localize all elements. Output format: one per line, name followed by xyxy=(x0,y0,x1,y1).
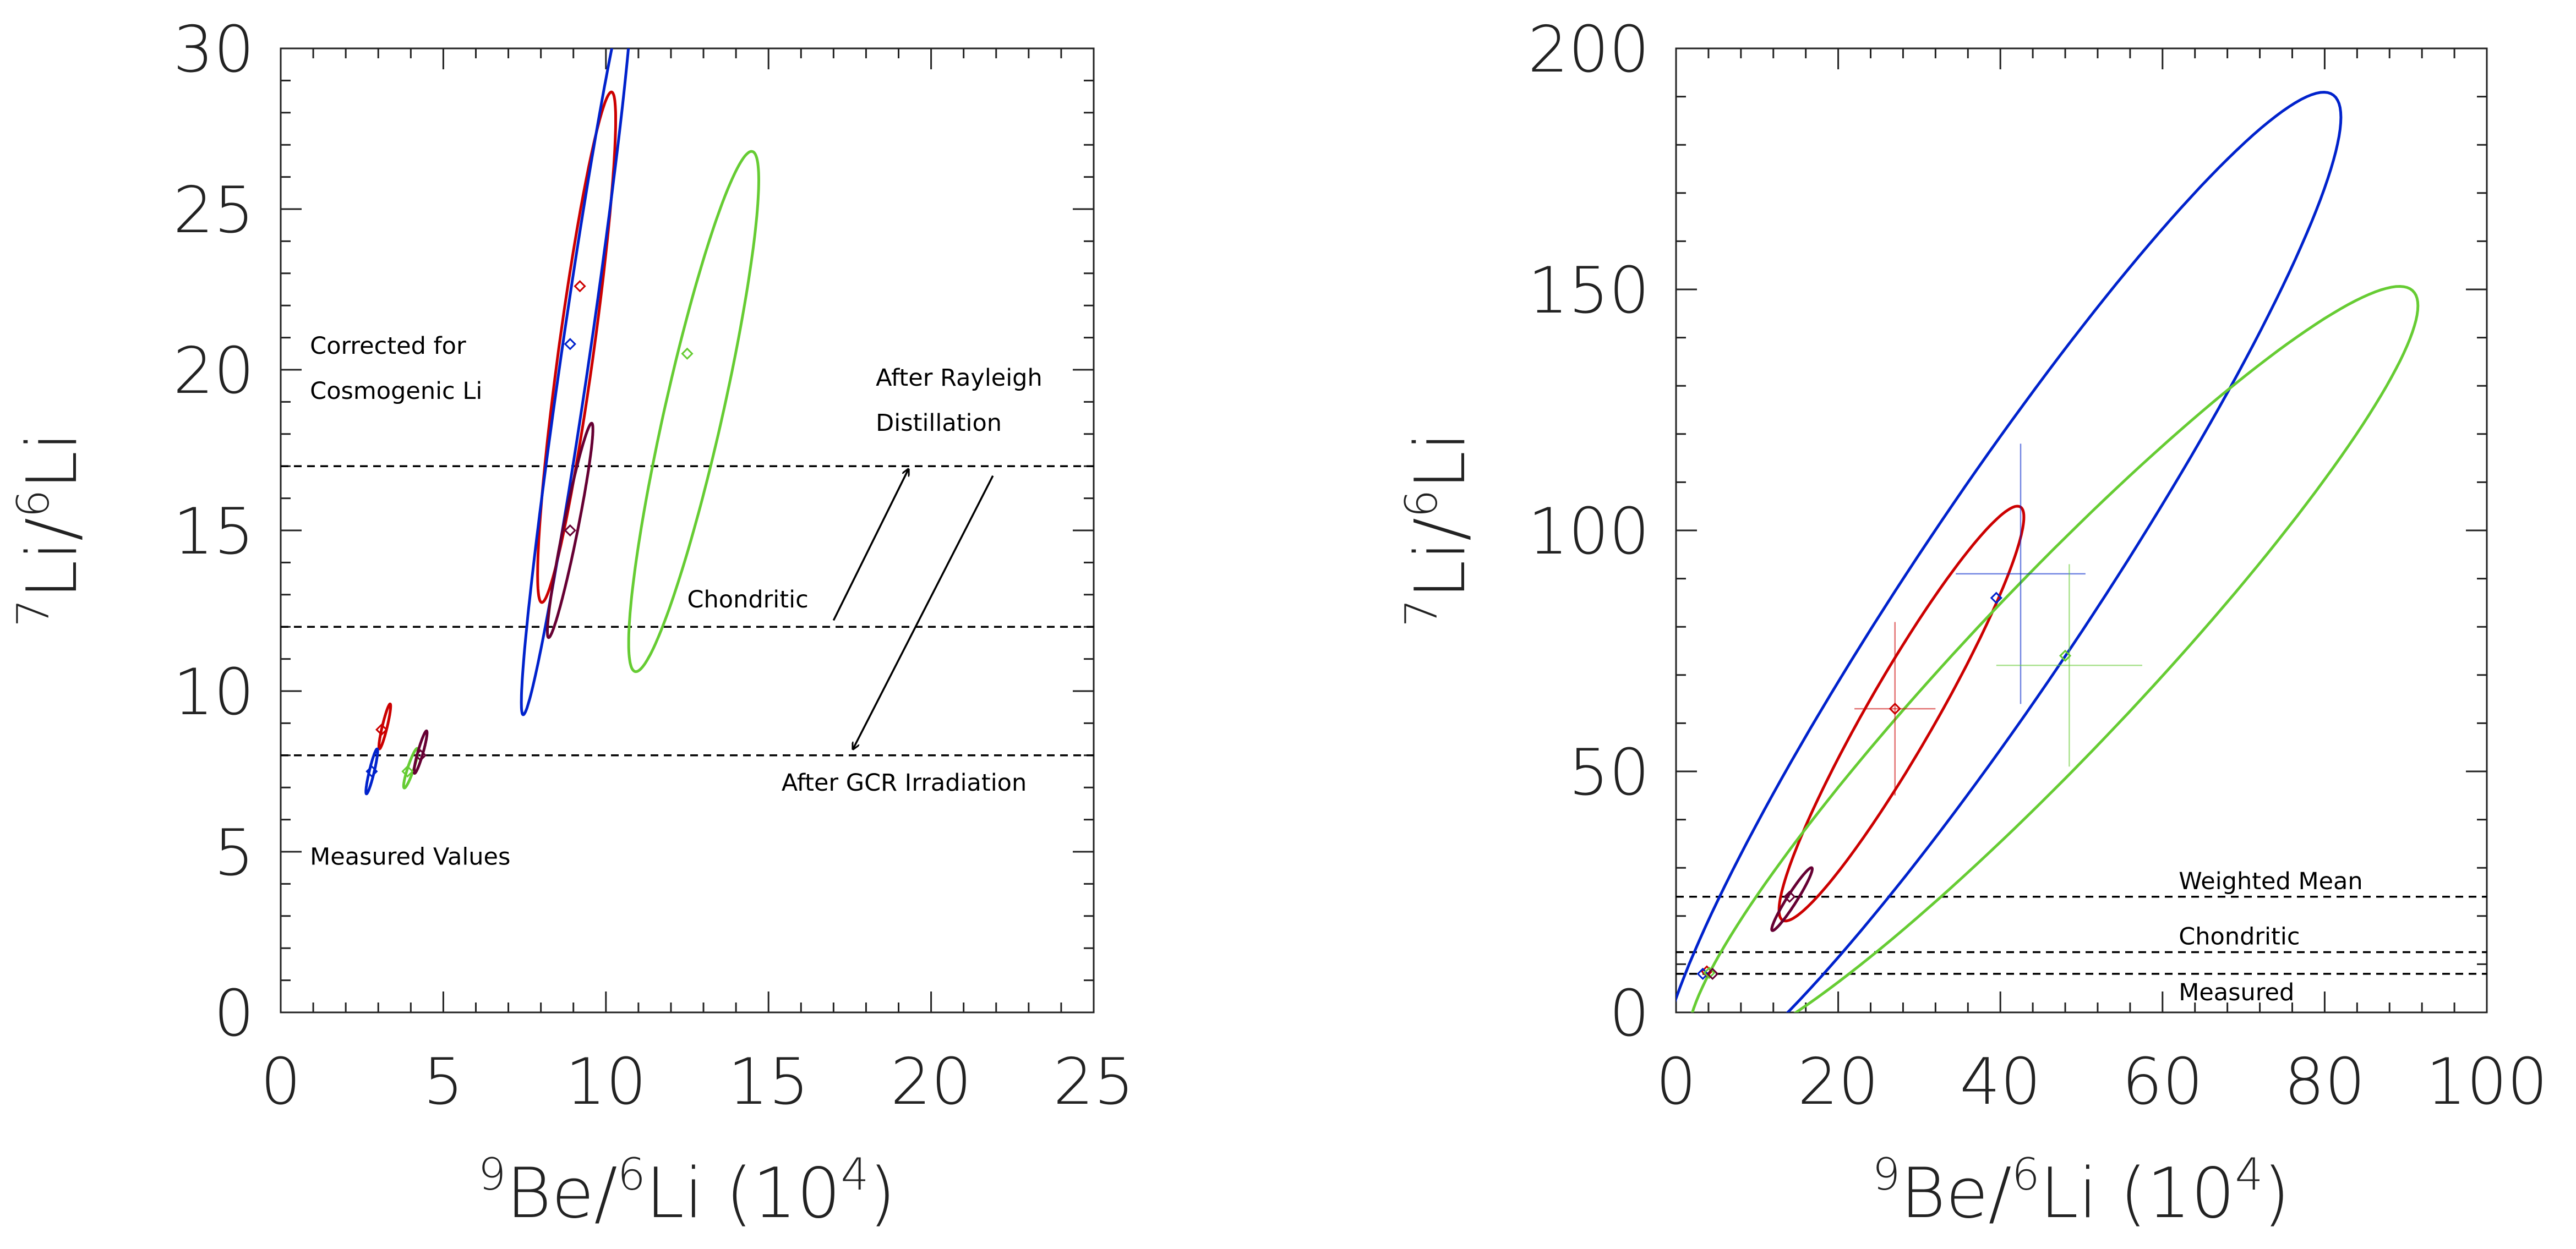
confidence-ellipse xyxy=(536,90,617,604)
data-point xyxy=(1889,702,1901,715)
annotation-text: Distillation xyxy=(876,409,1002,437)
confidence-ellipse xyxy=(1676,91,2343,1012)
annotation-text: After Rayleigh xyxy=(876,364,1043,392)
x-tick-label: 40 xyxy=(1960,1045,2041,1119)
x-tick-label: 5 xyxy=(423,1045,463,1119)
x-tick-label: 60 xyxy=(2122,1045,2203,1119)
data-point xyxy=(1990,591,2002,604)
data-point xyxy=(1706,967,1719,980)
y-tick-label: 50 xyxy=(1568,736,1650,810)
x-tick-label: 25 xyxy=(1053,1045,1134,1119)
x-tick-label: 10 xyxy=(565,1045,647,1119)
annotation-arrow xyxy=(832,469,908,621)
annotation-text: Cosmogenic Li xyxy=(310,377,482,405)
reference-line-label: Chondritic xyxy=(2179,923,2300,951)
reference-line-label: Measured xyxy=(2179,979,2294,1006)
y-tick-label: 10 xyxy=(173,655,254,730)
x-tick-label: 100 xyxy=(2426,1045,2547,1119)
data-point xyxy=(1783,890,1796,903)
x-tick-label: 15 xyxy=(728,1045,809,1119)
annotation-arrow xyxy=(853,475,994,749)
y-tick-label: 150 xyxy=(1528,254,1650,328)
y-tick-label: 0 xyxy=(214,977,254,1051)
x-tick-label: 0 xyxy=(260,1045,301,1119)
data-point xyxy=(564,338,576,350)
confidence-ellipse xyxy=(627,150,761,673)
confidence-ellipse xyxy=(377,703,392,751)
x-axis-title: 9Be/6Li (104) xyxy=(1872,1149,2290,1234)
x-axis-title: 9Be/6Li (104) xyxy=(478,1149,896,1234)
data-point xyxy=(681,347,694,360)
confidence-ellipse xyxy=(520,48,630,716)
y-axis-title: 7Li/6Li xyxy=(1396,432,1481,627)
y-tick-label: 200 xyxy=(1528,13,1650,87)
confidence-ellipse xyxy=(546,421,594,639)
left-panel: 0 5 10 15 20 25 0 5 10 15 20 25 30 Corrected for Cosmo… xyxy=(8,13,1134,1234)
right-panel: 0 20 40 60 80 100 0 50 100 150 200 Weighted Mean Cho… xyxy=(1396,13,2548,1234)
x-tick-label: 20 xyxy=(891,1045,972,1119)
reference-line-label: Weighted Mean xyxy=(2179,868,2362,895)
x-tick-label: 0 xyxy=(1656,1045,1696,1119)
confidence-ellipse xyxy=(1770,866,1814,932)
data-point xyxy=(365,765,378,778)
confidence-ellipse xyxy=(412,729,429,775)
data-point xyxy=(1703,967,1716,979)
data-point xyxy=(574,280,586,293)
plot-marks xyxy=(1676,91,2487,1012)
data-point xyxy=(564,524,576,537)
data-point xyxy=(375,723,388,736)
y-tick-label: 20 xyxy=(173,334,254,408)
y-tick-label: 15 xyxy=(173,495,254,569)
y-tick-label: 5 xyxy=(214,816,254,890)
annotation-text: Corrected for xyxy=(310,332,466,360)
x-tick-label: 80 xyxy=(2284,1045,2366,1119)
confidence-ellipse xyxy=(1690,284,2420,1012)
y-tick-label: 25 xyxy=(173,173,254,248)
annotation-text: Chondritic xyxy=(687,586,809,613)
y-tick-label: 0 xyxy=(1609,977,1650,1051)
y-tick-label: 100 xyxy=(1528,495,1650,569)
annotation-text: Measured Values xyxy=(310,843,510,870)
data-point xyxy=(2059,649,2072,662)
plot-area-frame xyxy=(1675,47,2488,1014)
data-point xyxy=(401,765,414,778)
annotation-text: After GCR Irradiation xyxy=(782,769,1027,797)
data-point xyxy=(414,749,427,762)
y-tick-label: 30 xyxy=(173,13,254,87)
x-tick-label: 20 xyxy=(1798,1045,1879,1119)
plot-marks xyxy=(281,48,1094,796)
y-axis-title: 7Li/6Li xyxy=(8,432,92,627)
